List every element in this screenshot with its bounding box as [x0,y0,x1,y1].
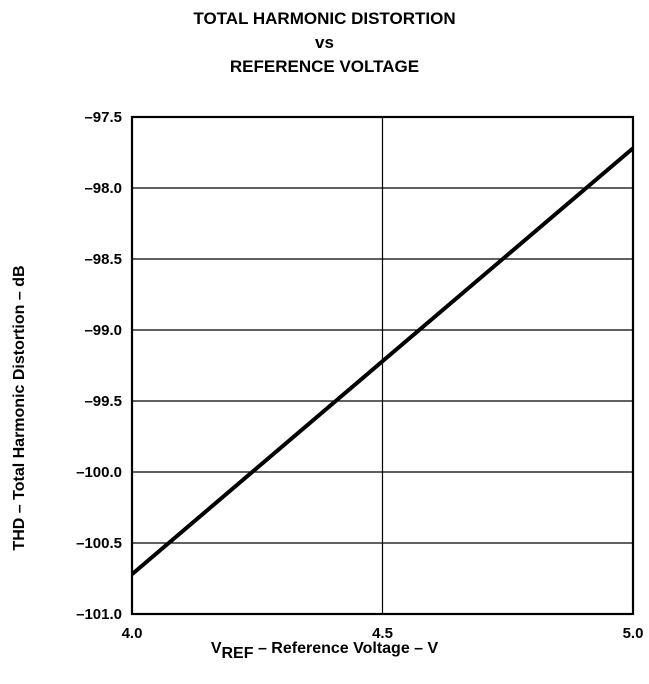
y-tick-label: –99.5 [84,393,122,410]
x-axis-label: VREF – Reference Voltage – V [0,640,649,662]
x-tick-label: 5.0 [623,625,644,642]
x-tick-label: 4.5 [372,625,393,642]
x-tick-label: 4.0 [122,625,143,642]
chart-title-line-3: REFERENCE VOLTAGE [229,57,420,76]
x-axis-label-subscript: REF [221,645,254,662]
data-series-line [130,146,635,576]
y-tick-label: –98.5 [84,251,122,268]
y-tick-label: –97.5 [84,109,122,126]
chart-title-line-1: TOTAL HARMONIC DISTORTION [193,9,456,28]
y-tick-label: –99.0 [84,322,122,339]
y-tick-label: –101.0 [76,606,122,623]
x-axis-label-rest: – Reference Voltage – V [253,640,439,657]
y-tick-label: –100.0 [76,464,122,481]
plot-frame [130,115,635,616]
y-tick-label: –100.5 [76,535,122,552]
chart-title-line-2: vs [315,33,334,52]
x-axis-label-symbol: V [210,640,222,657]
y-tick-label: –98.0 [84,180,122,197]
y-axis-label: THD – Total Harmonic Distortion – dB [11,265,28,551]
